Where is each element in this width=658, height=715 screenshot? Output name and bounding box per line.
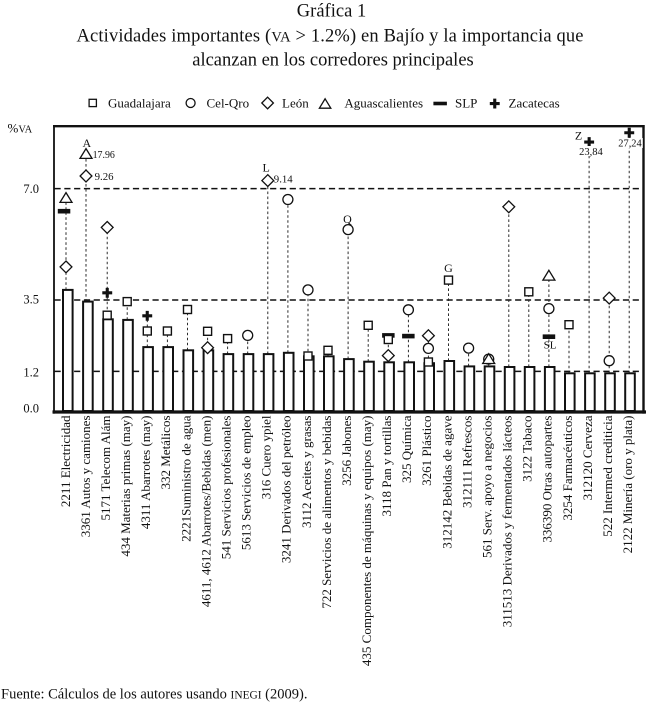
svg-text:Z: Z (575, 129, 582, 143)
svg-text:336390 Otras autopartes: 336390 Otras autopartes (540, 416, 555, 543)
svg-text:17.96: 17.96 (93, 149, 116, 161)
svg-text:3122 Tabaco: 3122 Tabaco (520, 416, 535, 482)
svg-text:0.0: 0.0 (23, 402, 39, 416)
svg-text:2211 Electricidad: 2211 Electricidad (58, 415, 73, 507)
svg-text:2221Suministro de agua: 2221Suministro de agua (178, 415, 193, 542)
svg-text:5171 Telecom Alám: 5171 Telecom Alám (98, 416, 113, 521)
svg-text:7.0: 7.0 (23, 182, 39, 196)
svg-text:312111 Refrescos: 312111 Refrescos (459, 416, 474, 509)
svg-text:alcanzan en los corredores pri: alcanzan en los corredores principales (192, 51, 473, 71)
svg-text:Gráfica 1: Gráfica 1 (297, 2, 367, 22)
svg-text:G: G (444, 261, 453, 275)
svg-text:León: León (282, 96, 309, 111)
svg-text:5613 Servicios de empleo: 5613 Servicios de empleo (239, 416, 254, 551)
svg-text:2122 Minería (oro y plata): 2122 Minería (oro y plata) (620, 416, 635, 554)
svg-text:9.26: 9.26 (95, 171, 114, 183)
svg-text:3118 Pan y tortillas: 3118 Pan y tortillas (379, 416, 394, 517)
svg-text:312142 Bebidas de agave: 312142 Bebidas de agave (439, 415, 454, 548)
svg-text:434 Materias primas (may): 434 Materias primas (may) (118, 416, 133, 557)
svg-text:Q: Q (343, 212, 352, 226)
svg-text:3361 Autos y camiones: 3361 Autos y camiones (78, 416, 93, 538)
svg-text:332 Metálicos: 332 Metálicos (158, 416, 173, 490)
svg-text:3.5: 3.5 (23, 293, 39, 307)
svg-text:3241 Derivados del petróleo: 3241 Derivados del petróleo (279, 416, 294, 564)
svg-text:541 Servicios profesionales: 541 Servicios profesionales (218, 416, 233, 560)
svg-text:Fuente: Cálculos de los autore: Fuente: Cálculos de los autores usando I… (1, 687, 307, 703)
svg-text:311513 Derivados y fermentados: 311513 Derivados y fermentados lácteos (500, 416, 515, 628)
svg-text:L: L (263, 161, 270, 175)
svg-text:9.14: 9.14 (274, 174, 293, 186)
svg-text:A: A (82, 136, 91, 150)
svg-text:%VA: %VA (8, 121, 33, 136)
svg-text:3256 Jabones: 3256 Jabones (339, 416, 354, 486)
svg-text:SLP: SLP (455, 96, 477, 111)
svg-text:312120 Cerveza: 312120 Cerveza (580, 415, 595, 500)
svg-text:Aguascalientes: Aguascalientes (344, 96, 423, 111)
svg-text:Actividades importantes (VA >: Actividades importantes (VA > 1.2%) en B… (77, 27, 584, 47)
svg-text:316 Cuero ypiel: 316 Cuero ypiel (259, 415, 274, 499)
svg-text:4311 Abarrotes (may): 4311 Abarrotes (may) (138, 416, 153, 530)
svg-text:722 Servicios de alimentos y b: 722 Servicios de alimentos y bebidas (319, 416, 334, 609)
svg-text:435 Componentes de máquinas y: 435 Componentes de máquinas y equipos (m… (359, 416, 374, 667)
svg-text:561 Serv. apoyo a negocios: 561 Serv. apoyo a negocios (480, 416, 495, 559)
svg-text:3112 Aceites y grasas: 3112 Aceites y grasas (299, 416, 314, 529)
svg-text:1.2: 1.2 (23, 365, 39, 379)
svg-text:Cel-Qro: Cel-Qro (207, 96, 250, 111)
svg-text:522 Intermed crediticia: 522 Intermed crediticia (600, 415, 615, 537)
svg-text:325 Química: 325 Química (399, 415, 414, 483)
svg-text:27,24: 27,24 (618, 138, 642, 150)
svg-text:4611, 4612 Abarrotes/Bebidas (: 4611, 4612 Abarrotes/Bebidas (men) (198, 416, 213, 608)
svg-text:3261 Plástico: 3261 Plástico (419, 416, 434, 486)
svg-text:Zacatecas: Zacatecas (509, 96, 560, 111)
svg-text:3254 Farmacéuticos: 3254 Farmacéuticos (560, 416, 575, 521)
svg-text:23,84: 23,84 (579, 146, 603, 158)
svg-text:SL: SL (544, 340, 557, 352)
svg-text:Guadalajara: Guadalajara (108, 96, 171, 111)
